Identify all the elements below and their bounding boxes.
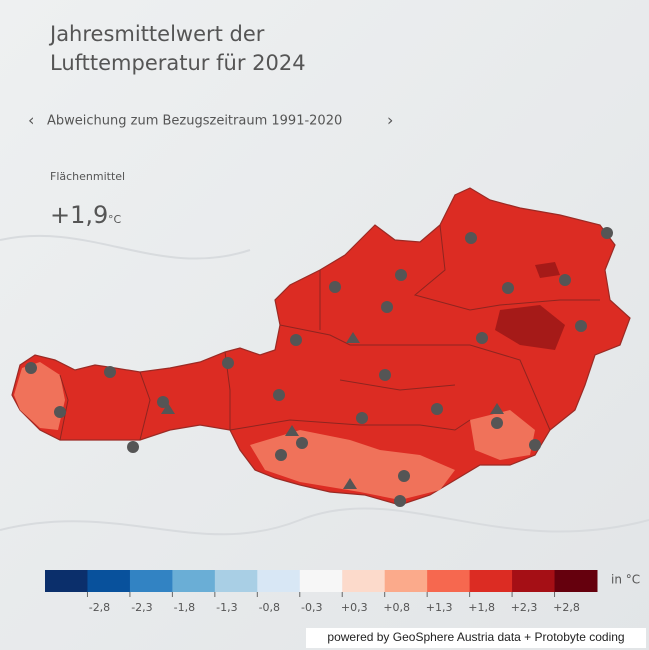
legend-swatch <box>342 570 386 592</box>
map <box>11 187 631 507</box>
summary-unit: °C <box>108 213 122 226</box>
legend-swatch <box>129 570 173 592</box>
legend-swatch <box>469 570 513 592</box>
next-button[interactable]: › <box>387 111 393 130</box>
legend-swatch <box>554 570 598 592</box>
legend-label: +1,8 <box>468 601 495 614</box>
legend-swatch <box>512 570 556 592</box>
legend-swatch <box>427 570 471 592</box>
legend-swatch <box>214 570 258 592</box>
legend-swatch <box>45 570 88 592</box>
legend-label: -1,3 <box>216 601 237 614</box>
legend-label: +2,3 <box>511 601 538 614</box>
legend-label: -1,8 <box>174 601 195 614</box>
hot-area <box>495 305 565 350</box>
relief <box>0 234 251 260</box>
warm-area <box>470 410 535 460</box>
state-borders <box>59 224 600 441</box>
legend-swatch <box>257 570 301 592</box>
legend-label: +2,8 <box>553 601 580 614</box>
legend-swatch <box>384 570 428 592</box>
summary-value: +1,9 <box>50 201 108 229</box>
title-line: Jahresmittelwert der <box>48 22 265 46</box>
subtitle: Abweichung zum Bezugszeitraum 1991-2020 <box>47 114 342 129</box>
legend-unit: in °C <box>611 573 640 587</box>
title-line: Lufttemperatur für 2024 <box>50 51 306 75</box>
legend-label: -0,8 <box>259 601 280 614</box>
legend-label: +0,8 <box>383 601 410 614</box>
legend-label: -0,3 <box>301 601 322 614</box>
stations <box>25 227 613 507</box>
credit: powered by GeoSphere Austria data + Prot… <box>327 630 624 644</box>
legend-swatch <box>172 570 216 592</box>
credit-box <box>306 628 646 648</box>
relief <box>0 507 649 536</box>
legend-label: -2,3 <box>131 601 152 614</box>
legend-label: +1,3 <box>426 601 453 614</box>
legend-label: -2,8 <box>89 601 110 614</box>
summary-label: Flächenmittel <box>50 170 125 183</box>
warm-area <box>14 362 65 430</box>
legend: -2,8 -2,3 -1,8 -1,3 -0,8 -0,3 +0,3 +0,8 +1,3 +1,8… <box>45 570 598 614</box>
legend-swatch <box>87 570 131 592</box>
prev-button[interactable]: ‹ <box>28 111 34 130</box>
legend-swatch <box>299 570 343 592</box>
legend-label: +0,3 <box>341 601 368 614</box>
hot-area <box>535 262 560 278</box>
